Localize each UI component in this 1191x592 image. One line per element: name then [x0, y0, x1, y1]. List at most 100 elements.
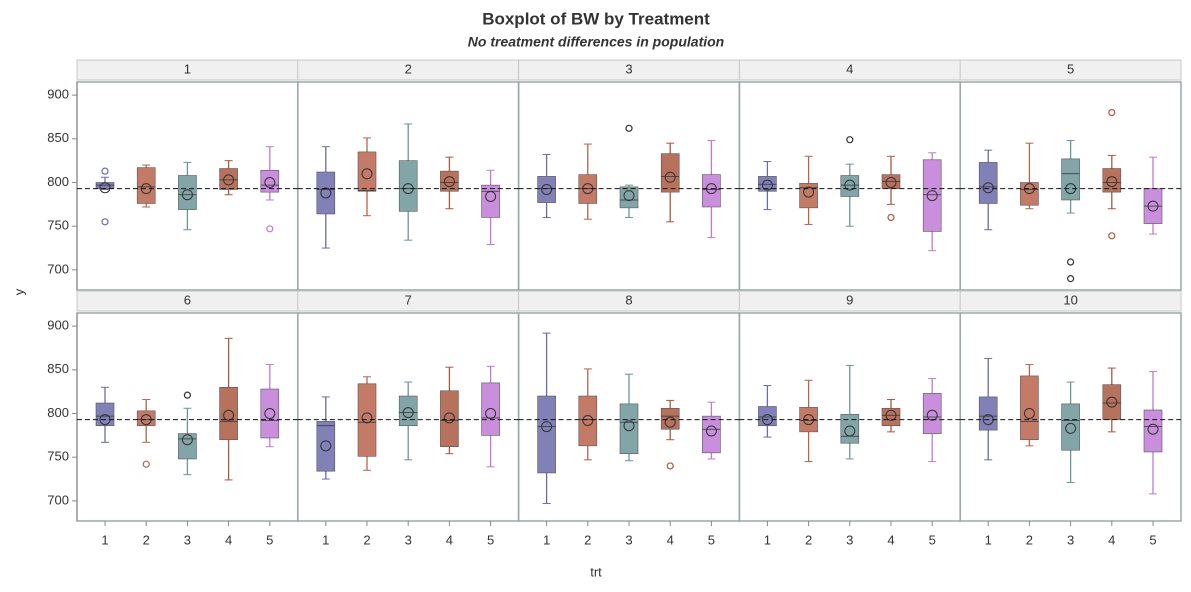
box: [840, 175, 860, 197]
box: [178, 175, 197, 210]
mean: [541, 183, 553, 195]
mean: [485, 408, 497, 420]
box: [660, 407, 680, 430]
x-tick-label: 2: [1026, 532, 1033, 547]
mean: [1147, 423, 1159, 435]
y-tick-label: 900: [47, 87, 69, 102]
panel-label: 1: [184, 61, 191, 76]
box: [922, 159, 942, 232]
x-tick-label: 4: [225, 532, 232, 547]
box: [357, 151, 377, 192]
box: [398, 160, 418, 212]
outlier: [1066, 258, 1075, 266]
box: [758, 406, 777, 427]
box: [1020, 375, 1039, 441]
box: [260, 388, 280, 439]
x-tick-label: 1: [322, 532, 329, 547]
x-tick-label: 2: [805, 532, 812, 547]
mean: [885, 409, 897, 421]
mean: [803, 186, 815, 198]
outlier: [101, 167, 109, 175]
mean: [623, 190, 635, 202]
mean: [582, 414, 594, 426]
x-tick-label: 4: [667, 532, 674, 547]
box: [1061, 403, 1080, 451]
outlier: [887, 213, 895, 222]
mean: [761, 179, 773, 191]
box: [219, 386, 238, 441]
box: [537, 395, 556, 474]
box: [702, 174, 721, 208]
mean: [705, 425, 717, 437]
box: [136, 167, 156, 204]
box: [219, 168, 238, 190]
box: [619, 403, 639, 455]
panel-label: 3: [625, 61, 632, 76]
mean: [623, 420, 635, 432]
x-tick-label: 5: [708, 532, 715, 547]
x-tick-label: 5: [487, 532, 494, 547]
mean: [926, 190, 938, 202]
mean: [99, 182, 111, 194]
mean: [1147, 200, 1159, 212]
outlier: [183, 391, 191, 399]
box: [840, 414, 860, 444]
box: [481, 382, 500, 436]
box: [316, 171, 336, 215]
mean: [982, 182, 994, 194]
y-tick-label: 700: [47, 492, 69, 507]
mean: [443, 176, 455, 188]
panel-label: 6: [184, 292, 191, 307]
box: [619, 186, 639, 209]
x-tick-label: 3: [846, 532, 853, 547]
panel-label: 4: [846, 61, 853, 76]
box: [578, 395, 598, 447]
y-tick-label: 750: [47, 218, 69, 233]
mean: [223, 174, 235, 186]
x-tick-label: 1: [985, 532, 992, 547]
mean: [1106, 396, 1118, 408]
box: [440, 390, 459, 448]
box: [136, 410, 156, 427]
box: [881, 407, 901, 427]
mean: [844, 425, 856, 437]
panel-label: 10: [1063, 292, 1077, 307]
box: [922, 393, 942, 434]
mean: [844, 179, 856, 191]
mean: [223, 409, 235, 421]
y-tick-label: 800: [47, 174, 69, 189]
y-tick-label: 700: [47, 261, 69, 276]
outlier: [846, 136, 854, 144]
y-tick-label: 900: [47, 318, 69, 333]
box: [440, 170, 459, 192]
y-tick-label: 850: [47, 361, 69, 376]
mean: [1106, 176, 1118, 188]
x-tick-label: 1: [101, 532, 108, 547]
x-tick-label: 3: [625, 532, 632, 547]
y-tick-label: 750: [47, 449, 69, 464]
mean: [485, 190, 497, 202]
outlier: [101, 218, 109, 226]
outlier: [142, 460, 150, 468]
mean: [1023, 408, 1035, 420]
panel-strip: [959, 59, 1182, 81]
outlier: [1108, 108, 1116, 117]
panel-frame: [959, 81, 1182, 291]
outlier: [1066, 275, 1075, 283]
box: [1102, 384, 1122, 420]
panel-label: 5: [1067, 61, 1074, 76]
mean: [885, 177, 897, 189]
mean: [320, 187, 332, 199]
panel-label: 9: [846, 292, 853, 307]
y-axis-label: y: [11, 288, 26, 295]
y-tick-label: 800: [47, 405, 69, 420]
box: [978, 396, 998, 431]
x-tick-label: 5: [1149, 532, 1156, 547]
outlier: [266, 225, 274, 233]
mean: [264, 408, 276, 420]
box: [1102, 168, 1122, 193]
box: [660, 153, 680, 193]
x-tick-label: 2: [363, 532, 370, 547]
box: [398, 395, 418, 427]
